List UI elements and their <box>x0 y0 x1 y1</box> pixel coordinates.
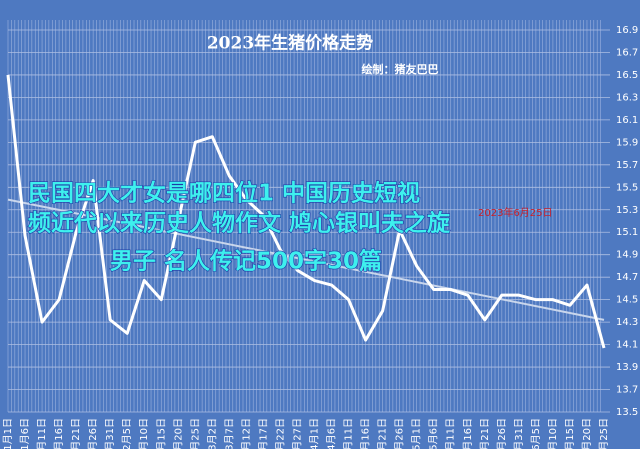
x-tick-label: 5月1日 <box>411 418 423 449</box>
overlay-text: 民国四大才女是哪四位1 中国历史短视 <box>28 180 420 207</box>
x-tick-label: 2月20日 <box>172 418 184 449</box>
y-tick-label: 14.7 <box>616 272 638 283</box>
x-tick-label: 5月26日 <box>496 418 508 449</box>
x-tick-label: 3月2日 <box>206 418 218 449</box>
x-tick-label: 1月16日 <box>53 418 65 449</box>
x-tick-label: 2月25日 <box>189 418 201 449</box>
y-tick-label: 13.7 <box>616 385 638 396</box>
y-tick-label: 13.9 <box>616 362 638 373</box>
x-tick-label: 5月11日 <box>445 418 457 449</box>
x-tick-label: 4月21日 <box>377 418 389 449</box>
x-tick-label: 1月1日 <box>2 418 14 449</box>
x-tick-label: 6月5日 <box>530 418 542 449</box>
marks <box>6 74 606 349</box>
x-tick-label: 1月26日 <box>87 418 99 449</box>
x-tick-label: 2月15日 <box>155 418 167 449</box>
x-tick-label: 4月16日 <box>360 418 372 449</box>
y-tick-label: 15.5 <box>616 182 638 193</box>
y-tick-label: 16.5 <box>616 70 638 81</box>
x-tick-label: 5月6日 <box>428 418 440 449</box>
y-tick-label: 15.3 <box>616 205 638 216</box>
y-tick-label: 14.9 <box>616 250 638 261</box>
x-tick-label: 2月5日 <box>121 418 133 449</box>
overlay-text: 频近代以来历史人物作文 鸠心银叫夫之旋 <box>28 210 451 237</box>
y-tick-label: 14.5 <box>616 295 638 306</box>
y-tick-label: 15.7 <box>616 160 638 171</box>
y-tick-label: 16.9 <box>616 25 638 36</box>
y-tick-label: 13.5 <box>616 407 638 418</box>
x-tick-label: 4月26日 <box>394 418 406 449</box>
x-tick-label: 3月27日 <box>291 418 303 449</box>
x-tick-label: 4月6日 <box>326 418 338 449</box>
y-tick-label: 15.1 <box>616 227 638 238</box>
trend-line <box>7 198 605 321</box>
x-tick-label: 1月21日 <box>70 418 82 449</box>
y-tick-label: 14.1 <box>616 340 638 351</box>
x-tick-label: 3月22日 <box>274 418 286 449</box>
x-tick-label: 5月16日 <box>462 418 474 449</box>
grid <box>7 20 610 413</box>
y-tick-label: 14.3 <box>616 317 638 328</box>
x-tick-label: 3月7日 <box>223 418 235 449</box>
y-tick-label: 16.1 <box>616 115 638 126</box>
x-tick-label: 6月20日 <box>581 418 593 449</box>
overlay-text: 男子 名人传记500字30篇 <box>110 248 382 275</box>
annotation: 2023年6月25日 <box>478 206 553 219</box>
x-tick-label: 3月12日 <box>240 418 252 449</box>
y-tick-label: 16.3 <box>616 92 638 103</box>
x-tick-label: 1月31日 <box>104 418 116 449</box>
x-tick-label: 6月15日 <box>564 418 576 449</box>
price-line <box>6 74 606 349</box>
x-tick-label: 4月1日 <box>309 418 321 449</box>
chart-subtitle: 绘制：猪友巴巴 <box>362 62 439 76</box>
x-tick-label: 2月10日 <box>138 418 150 449</box>
x-tick-label: 1月6日 <box>19 418 31 449</box>
x-tick-label: 6月10日 <box>547 418 559 449</box>
x-tick-label: 5月31日 <box>513 418 525 449</box>
x-tick-label: 3月17日 <box>257 418 269 449</box>
x-tick-label: 5月21日 <box>479 418 491 449</box>
x-tick-label: 1月11日 <box>36 418 48 449</box>
y-tick-label: 15.9 <box>616 137 638 148</box>
x-tick-label: 6月25日 <box>598 418 610 449</box>
x-tick-label: 4月11日 <box>343 418 355 449</box>
chart-title: 2023年生猪价格走势 <box>207 33 373 54</box>
y-tick-label: 16.7 <box>616 47 638 58</box>
